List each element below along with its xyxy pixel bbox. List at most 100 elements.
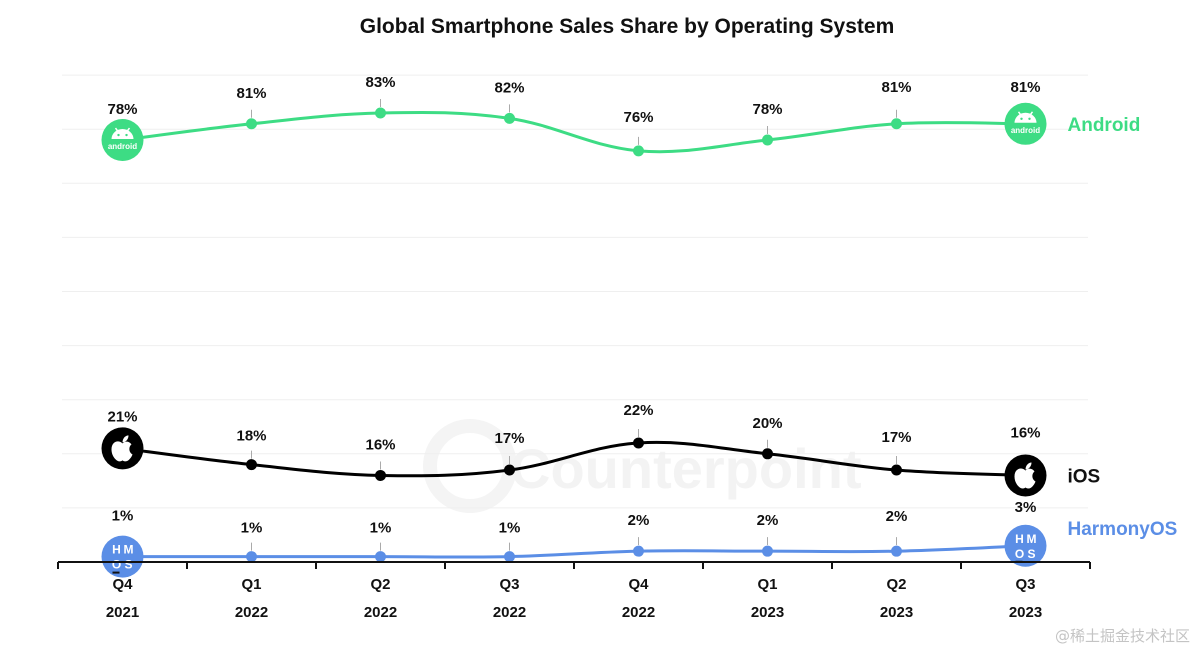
data-point	[633, 145, 644, 157]
data-label: 16%	[365, 436, 395, 453]
android-antenna	[1028, 111, 1034, 117]
x-tick-label-year: 2022	[364, 604, 397, 621]
data-label: 1%	[241, 520, 263, 537]
android-wordmark: android	[108, 142, 137, 151]
harmonyos-letter: O	[112, 558, 121, 572]
series-line	[122, 544, 1026, 559]
x-tick-label-quarter: Q3	[1015, 576, 1035, 593]
data-label: 17%	[881, 429, 911, 446]
data-point	[762, 448, 773, 460]
data-label: 3%	[1015, 499, 1037, 516]
data-label: 82%	[494, 79, 524, 96]
data-point	[762, 134, 773, 146]
series-android: 78% 81% 83% 82% 76% 78% 81% 81% android android An…	[101, 74, 1141, 162]
harmonyos-badge	[1004, 524, 1047, 567]
data-point	[246, 459, 257, 471]
harmonyos-letter: M	[1027, 532, 1037, 546]
data-label: 1%	[499, 520, 521, 537]
android-icon: android	[101, 119, 144, 162]
harmonyos-icon: H MO S	[101, 535, 144, 578]
data-point	[504, 551, 515, 563]
data-point	[375, 551, 386, 563]
corner-watermark: @稀土掘金技术社区	[1054, 627, 1190, 645]
harmonyos-letter: O	[1015, 547, 1024, 561]
x-tick-label-year: 2022	[235, 604, 268, 621]
data-label: 1%	[112, 508, 134, 525]
x-tick-label-quarter: Q4	[628, 576, 649, 593]
series-line	[122, 440, 1026, 478]
gridlines	[62, 74, 1088, 509]
data-label: 2%	[757, 512, 779, 529]
apple-icon	[101, 427, 144, 470]
android-antenna	[114, 127, 120, 133]
data-label: 2%	[628, 512, 650, 529]
x-tick-label-year: 2023	[1009, 604, 1042, 621]
apple-body	[1014, 468, 1036, 489]
legend-label-android: Android	[1068, 115, 1141, 136]
x-tick-label-quarter: Q1	[241, 576, 261, 593]
series-ios: 21% 18% 16% 17% 22% 20% 17% 16% iOS	[101, 402, 1101, 497]
android-head	[111, 129, 134, 140]
data-label: 81%	[236, 85, 266, 102]
data-point	[891, 464, 902, 476]
x-tick-label-quarter: Q2	[370, 576, 390, 593]
data-point	[246, 551, 257, 563]
harmonyos-letter: H	[1015, 532, 1024, 546]
data-label: 17%	[494, 430, 524, 447]
apple-leaf	[122, 435, 129, 443]
data-label: 16%	[1010, 424, 1040, 441]
data-label: 78%	[107, 101, 137, 118]
x-tick-label-year: 2023	[751, 604, 784, 621]
data-point	[246, 118, 257, 130]
watermark-text: Counterpoint	[510, 437, 861, 500]
android-badge	[101, 119, 144, 162]
data-point	[891, 545, 902, 557]
x-tick-label-quarter: Q2	[886, 576, 906, 593]
harmonyos-letter: S	[1027, 547, 1035, 561]
chart-title: Global Smartphone Sales Share by Operati…	[360, 15, 895, 38]
data-point	[633, 437, 644, 449]
x-tick-label-year: 2022	[622, 604, 655, 621]
data-label: 78%	[752, 101, 782, 118]
apple-leaf	[1025, 462, 1032, 470]
apple-icon	[1004, 454, 1047, 497]
data-point	[375, 469, 386, 481]
android-icon: android	[1004, 102, 1047, 145]
data-label: 83%	[365, 74, 395, 91]
x-tick-label-year: 2022	[493, 604, 526, 621]
series-group: 78% 81% 83% 82% 76% 78% 81% 81% android android An…	[101, 74, 1178, 578]
harmonyos-icon: H MO S	[1004, 524, 1047, 567]
harmonyos-letter: S	[124, 558, 132, 572]
android-antenna	[1017, 111, 1023, 117]
series-line	[122, 110, 1026, 154]
android-eye	[1020, 117, 1023, 120]
harmonyos-letter: H	[112, 543, 121, 557]
data-label: 18%	[236, 428, 266, 445]
android-wordmark: android	[1011, 126, 1040, 135]
data-point	[762, 545, 773, 557]
data-point	[504, 464, 515, 476]
data-point	[375, 107, 386, 119]
legend-label-harmonyos: HarmonyOS	[1068, 519, 1178, 540]
x-tick-label-quarter: Q4	[112, 576, 133, 593]
data-point	[633, 545, 644, 557]
harmonyos-letter: M	[124, 543, 134, 557]
data-point	[891, 118, 902, 130]
android-eye	[117, 133, 120, 137]
data-label: 81%	[1010, 79, 1040, 96]
android-eye	[1028, 117, 1031, 120]
data-label: 1%	[370, 520, 392, 537]
counterpoint-watermark: Counterpoint	[423, 419, 861, 513]
android-badge	[1004, 102, 1047, 145]
data-label: 20%	[752, 415, 782, 432]
x-tick-label-quarter: Q1	[757, 576, 777, 593]
x-tick-label-quarter: Q3	[499, 576, 519, 593]
legend-label-ios: iOS	[1068, 466, 1101, 487]
data-label: 76%	[623, 109, 653, 126]
android-antenna	[125, 127, 131, 133]
x-tick-label-year: 2021	[106, 604, 139, 621]
apple-body	[111, 441, 133, 462]
android-head	[1014, 112, 1037, 123]
